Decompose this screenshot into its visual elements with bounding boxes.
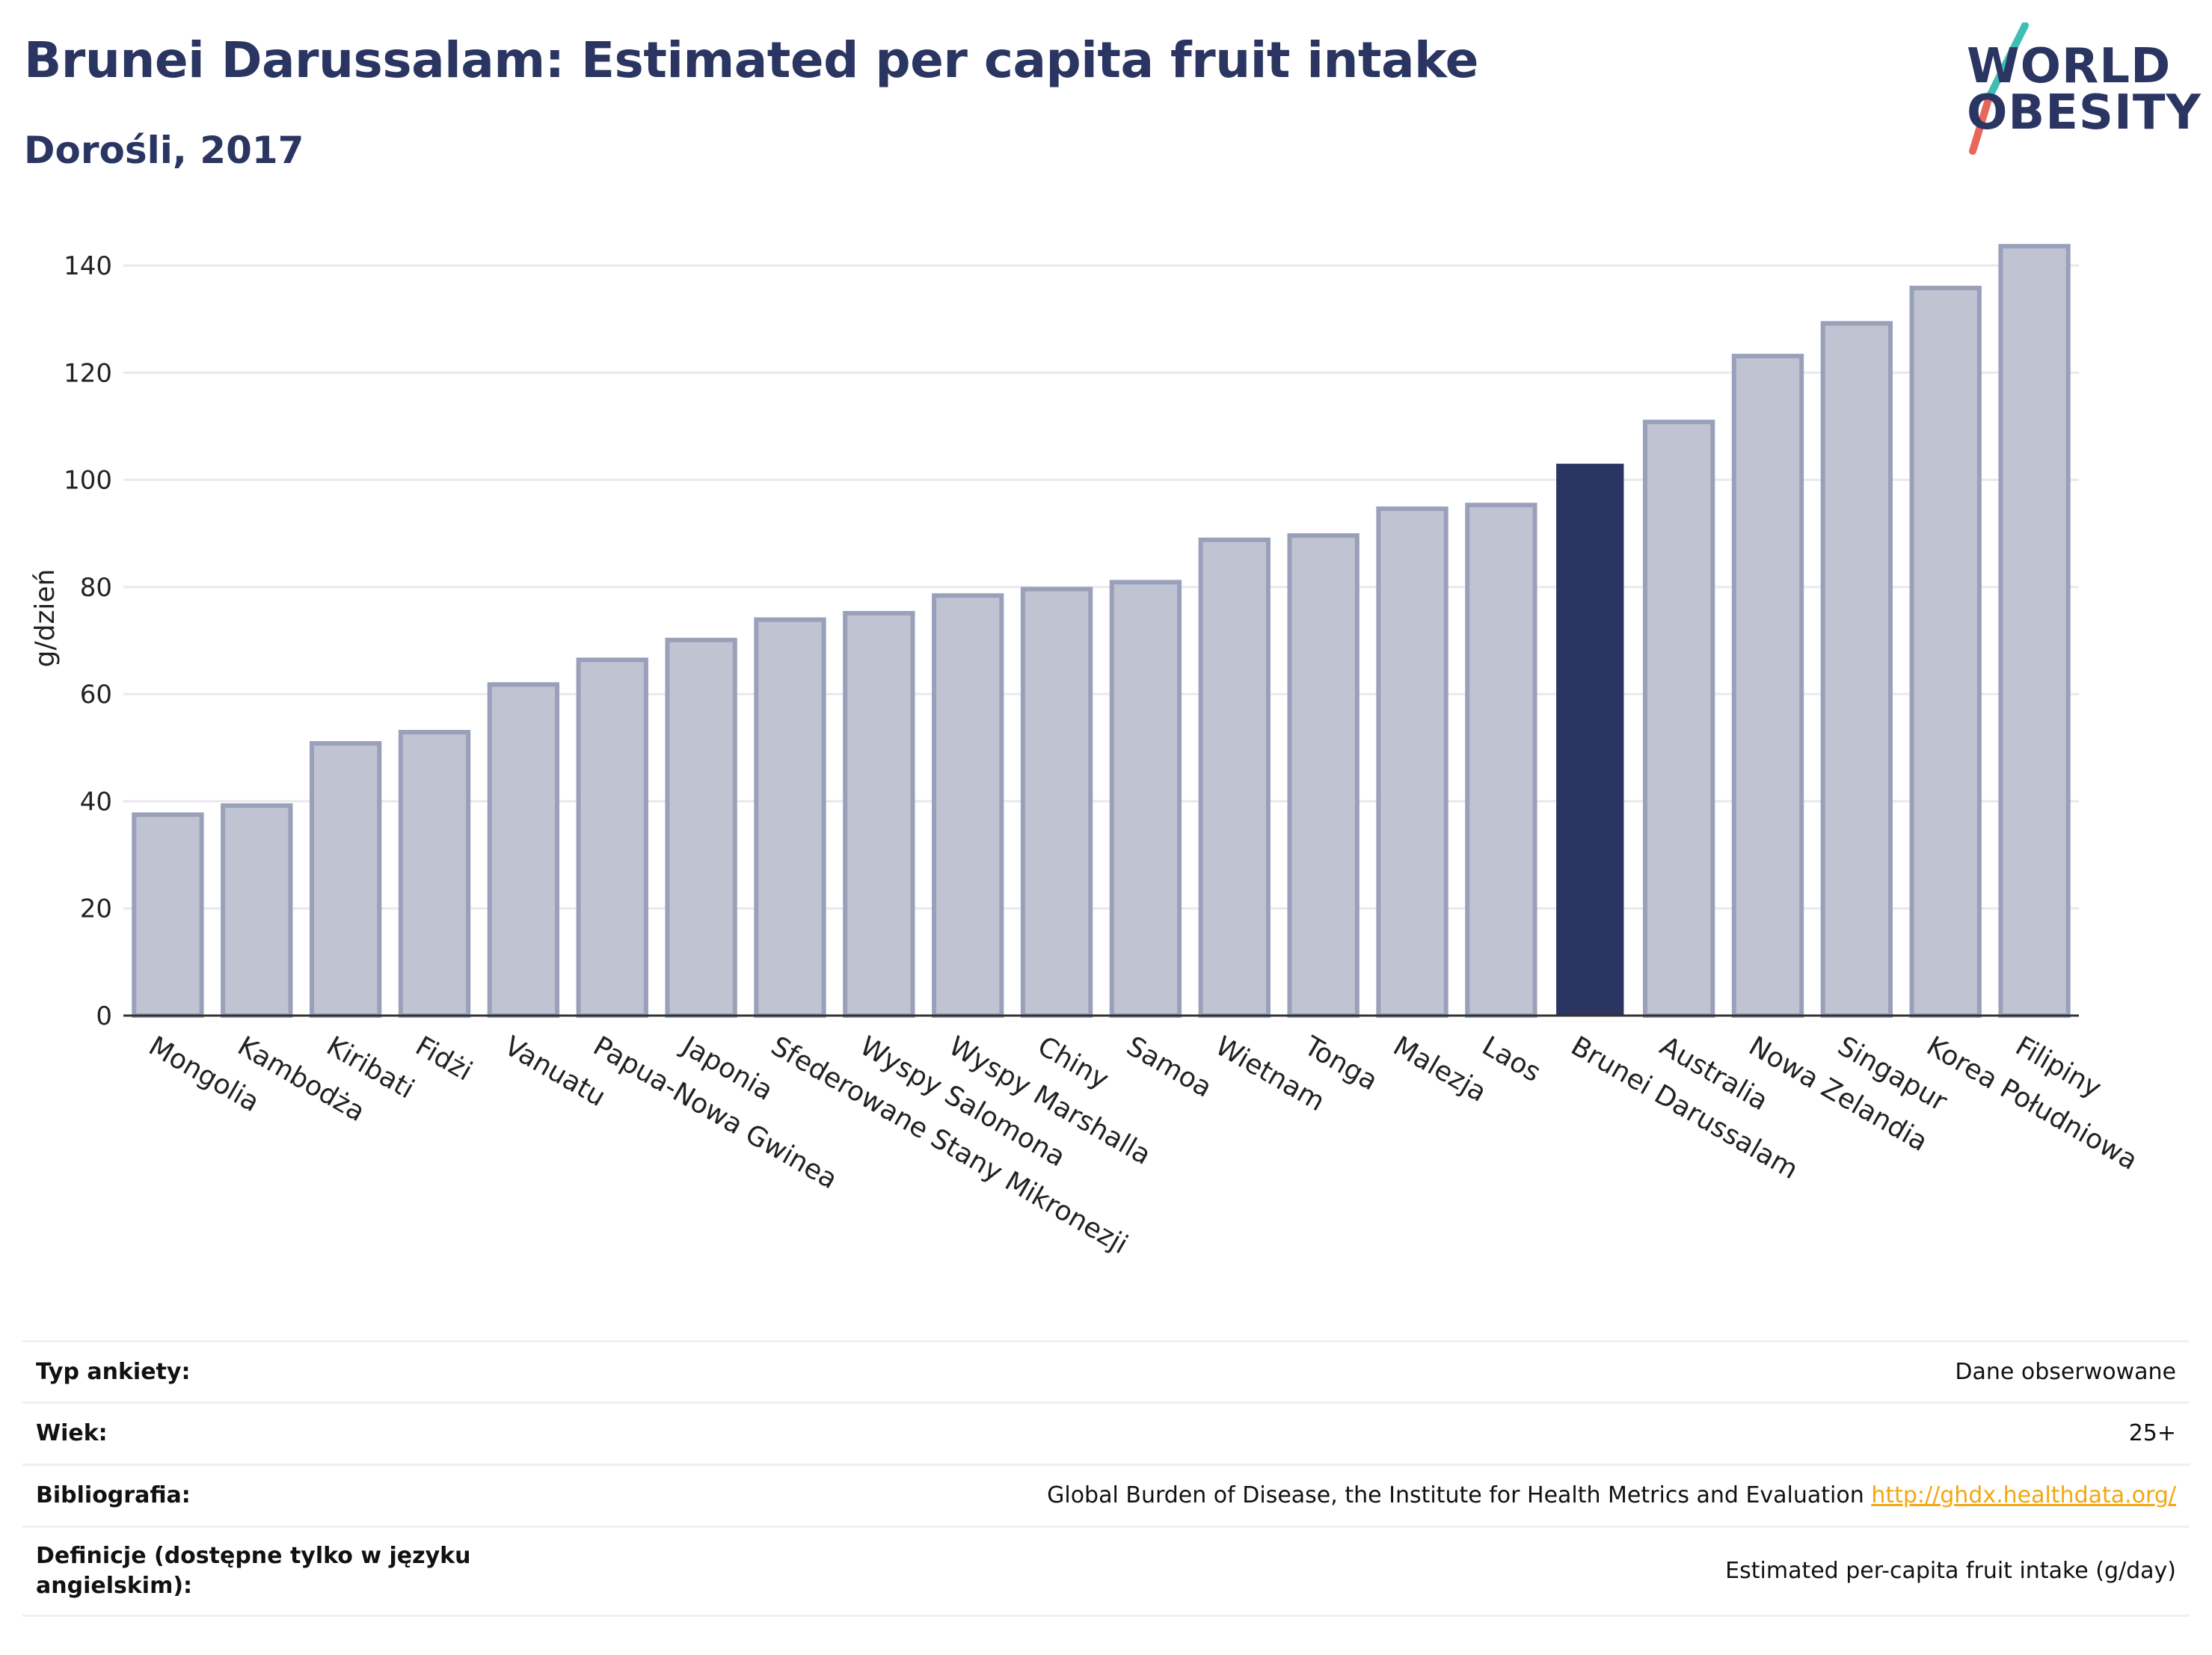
bibliography-link[interactable]: http://ghdx.healthdata.org/ (1871, 1482, 2176, 1508)
y-tick-label: 20 (80, 894, 112, 924)
y-axis-label: g/dzień (30, 569, 61, 668)
meta-row-age: Wiek: 25+ (22, 1401, 2190, 1464)
x-tick-label: Malezja (1388, 1031, 1491, 1108)
y-tick-label: 120 (64, 358, 112, 388)
metadata-table: Typ ankiety: Dane obserwowane Wiek: 25+ … (22, 1340, 2190, 1617)
chart-title: Brunei Darussalam: Estimated per capita … (24, 31, 1478, 89)
bar-brunei-darussalam (1556, 464, 1624, 1016)
bar-chiny (1020, 586, 1093, 1019)
bibliography-text: Global Burden of Disease, the Institute … (1047, 1482, 1864, 1508)
bar-singapur (1820, 321, 1893, 1019)
bar-fidżi (398, 730, 471, 1018)
bar-nowa-zelandia (1731, 354, 1804, 1019)
meta-value: Estimated per-capita fruit intake (g/day… (1725, 1558, 2176, 1584)
bar-tonga (1287, 533, 1360, 1018)
bar-mongolia (132, 812, 204, 1018)
meta-value: Global Burden of Disease, the Institute … (1047, 1481, 2176, 1511)
bars (132, 244, 2071, 1019)
y-tick-label: 40 (80, 787, 112, 817)
meta-value: Dane obserwowane (1955, 1358, 2176, 1385)
meta-key: Bibliografia: (36, 1482, 191, 1508)
bar-vanuatu (487, 682, 560, 1018)
bar-wyspy-salomona (843, 610, 915, 1018)
y-tick-label: 100 (64, 466, 112, 496)
meta-key: Definicje (dostępne tylko w języku angie… (36, 1543, 471, 1599)
meta-key: Wiek: (36, 1420, 108, 1446)
bar-wietnam (1198, 537, 1271, 1019)
bar-sfederowane-stany-mikronezji (754, 617, 826, 1018)
meta-row-bibliography: Bibliografia: Global Burden of Disease, … (22, 1464, 2190, 1526)
logo-line-world: WORLD (1967, 39, 2172, 94)
logo-slash-icon (1969, 22, 2029, 155)
y-tick-labels: 0 20 40 60 80 100 120 140 (64, 251, 112, 1031)
world-obesity-logo: WORLD OBESITY (1937, 22, 2206, 165)
x-tick-label: Samoa (1121, 1031, 1217, 1104)
logo-line-obesity: OBESITY (1967, 85, 2202, 141)
bar-samoa (1109, 580, 1182, 1018)
bar-wyspy-marshalla (932, 593, 1004, 1018)
bar-japonia (665, 637, 737, 1018)
x-tick-label: Fidżi (411, 1031, 478, 1087)
y-tick-label: 0 (96, 1001, 112, 1031)
meta-row-definitions: Definicje (dostępne tylko w języku angie… (22, 1526, 2190, 1617)
bar-filipiny (1998, 244, 2071, 1018)
y-tick-label: 60 (80, 680, 112, 710)
y-tick-label: 140 (64, 251, 112, 281)
bar-malezja (1376, 506, 1448, 1019)
bar-papua-nowa-gwinea (576, 657, 648, 1018)
chart-subtitle: Dorośli, 2017 (24, 129, 304, 172)
meta-value: 25+ (2128, 1420, 2176, 1446)
bar-korea-południowa (1909, 286, 1982, 1018)
x-tick-label: Vanuatu (499, 1031, 610, 1113)
y-tick-label: 80 (80, 573, 112, 603)
bar-australia (1642, 420, 1715, 1018)
meta-key: Typ ankiety: (36, 1358, 191, 1385)
bar-kiribati (309, 741, 382, 1018)
meta-row-survey-type: Typ ankiety: Dane obserwowane (22, 1340, 2190, 1401)
bar-kambodża (221, 803, 293, 1018)
bar-laos (1465, 503, 1537, 1018)
